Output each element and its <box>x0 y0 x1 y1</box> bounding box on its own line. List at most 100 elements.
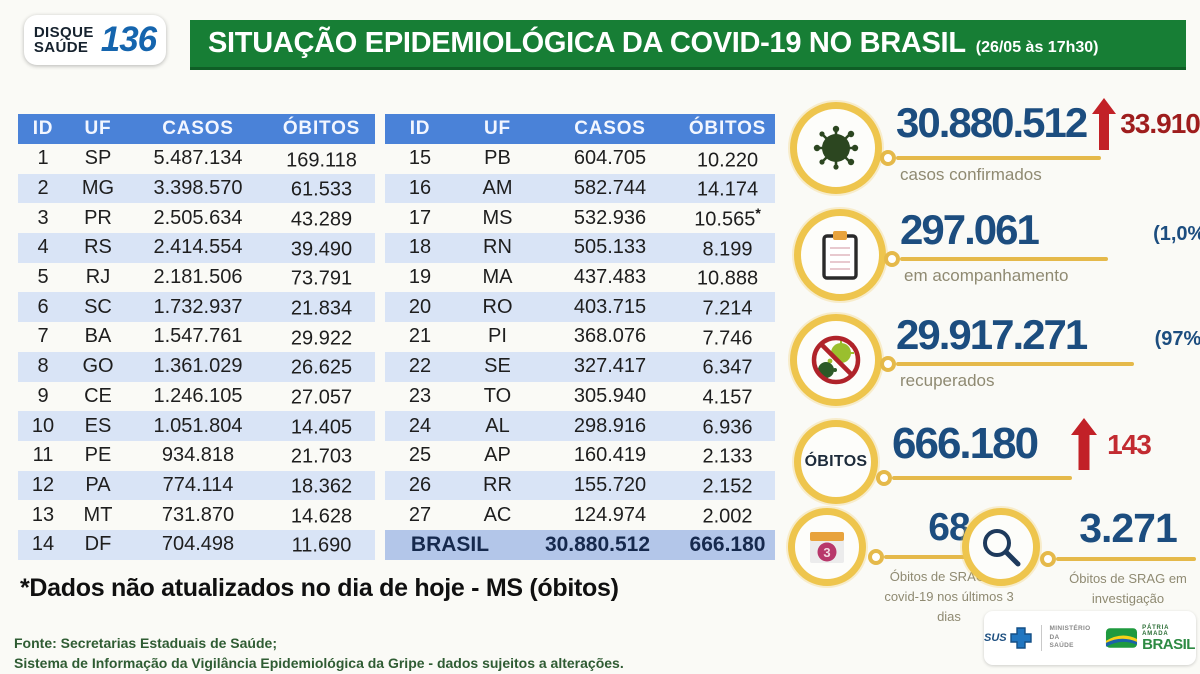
cell-id: 14 <box>31 533 55 556</box>
cell-casos: 1.361.029 <box>153 355 243 378</box>
calendar-day-number: 3 <box>823 545 830 560</box>
cell-uf: RO <box>482 295 513 318</box>
cell-casos: 582.744 <box>573 177 647 200</box>
cell-casos: 305.940 <box>573 384 647 407</box>
table-row: 21 PI 368.076 7.746 <box>385 322 775 352</box>
cell-obitos: 10.888 <box>696 267 759 290</box>
cell-casos: 368.076 <box>573 325 647 348</box>
cell-uf: AM <box>482 177 513 200</box>
recovered-value: 29.917.271 <box>896 311 1088 358</box>
title-banner: SITUAÇÃO EPIDEMIOLÓGICA DA COVID-19 NO B… <box>190 20 1186 70</box>
obitos-badge-icon: ÓBITOS <box>794 420 878 504</box>
total-label: BRASIL <box>410 532 490 556</box>
logo-line1: DISQUE <box>33 23 94 41</box>
cell-uf: PR <box>84 206 112 229</box>
cell-id: 22 <box>408 355 432 378</box>
cell-uf: AC <box>483 503 512 526</box>
cell-obitos: 169.118 <box>286 149 357 172</box>
cell-id: 1 <box>37 147 49 170</box>
calendar-icon-svg: 3 <box>810 532 844 563</box>
footnote-text: *Dados não atualizados no dia de hoje - … <box>20 574 619 602</box>
stat-confirmed-cases: 30.880.512 33.910 casos confirmados <box>790 98 1200 194</box>
source-line2: Sistema de Informação da Vigilância Epid… <box>14 655 624 672</box>
cell-id: 18 <box>408 236 432 259</box>
cell-obitos: 10.565* <box>694 204 761 231</box>
disque-saude-logo: DISQUE SAÚDE 136 <box>24 15 166 65</box>
cell-id: 15 <box>408 147 432 170</box>
logo-line2: SAÚDE <box>33 39 89 56</box>
cell-uf: AP <box>484 444 511 467</box>
table-row: 18 RN 505.133 8.199 <box>385 233 775 263</box>
cell-obitos: 26.625 <box>290 356 353 379</box>
cell-id: 20 <box>408 295 432 318</box>
cell-obitos: 10.220 <box>696 149 759 172</box>
cell-uf: SE <box>484 355 511 378</box>
table-row: 25 AP 160.419 2.133 <box>385 441 775 471</box>
col-header-id: ID <box>409 118 431 139</box>
cell-obitos: 43.289 <box>290 208 353 231</box>
cell-casos: 505.133 <box>573 236 647 259</box>
deaths-badge-label: ÓBITOS <box>804 453 868 470</box>
col-header-uf: UF <box>484 118 511 139</box>
table-row: 10 ES 1.051.804 14.405 <box>18 411 375 441</box>
ministry-of-health-label: MINISTÉRIO DA SAÚDE <box>1049 625 1091 650</box>
cell-uf: TO <box>483 384 512 407</box>
cell-uf: PB <box>484 147 511 170</box>
total-obitos: 666.180 <box>689 532 766 556</box>
cell-casos: 155.720 <box>573 473 647 496</box>
cell-id: 13 <box>31 503 55 526</box>
cell-casos: 704.498 <box>161 533 235 556</box>
cell-id: 25 <box>408 444 432 467</box>
government-logos-card: SUS MINISTÉRIO DA SAÚDE PÁTRIA AMADA BRA… <box>984 611 1196 665</box>
sus-cross-icon <box>1009 627 1032 649</box>
table-row: 5 RJ 2.181.506 73.791 <box>18 263 375 293</box>
calendar-icon: 3 <box>788 508 866 586</box>
cell-obitos: 11.690 <box>291 535 352 558</box>
up-arrow-icon <box>1092 98 1117 150</box>
cell-obitos: 7.746 <box>702 327 753 350</box>
cell-obitos: 61.533 <box>290 178 353 201</box>
monitoring-percent: (1,0%) <box>1153 223 1200 245</box>
cell-obitos: 14.405 <box>290 416 353 439</box>
col-header-obitos: ÓBITOS <box>282 118 361 139</box>
cell-uf: PA <box>85 473 111 496</box>
gold-underline <box>884 251 1108 267</box>
col-header-uf: UF <box>84 118 112 139</box>
cell-obitos: 6.347 <box>702 356 753 379</box>
states-table-left: ID UF CASOS ÓBITOS 1 SP 5.487.134 169.11… <box>18 114 375 560</box>
virus-icon-svg <box>813 125 859 170</box>
gold-underline <box>868 549 1012 565</box>
cell-casos: 532.936 <box>573 206 647 229</box>
cell-obitos: 39.490 <box>290 238 353 261</box>
cell-uf: ES <box>84 414 112 437</box>
gold-underline <box>1040 551 1196 567</box>
brasil-government-logo: PÁTRIA AMADA BRASIL <box>1105 625 1196 652</box>
confirmed-label: casos confirmados <box>900 165 1042 184</box>
table-row: 3 PR 2.505.634 43.289 <box>18 203 375 233</box>
magnifier-icon <box>962 508 1040 586</box>
cell-id: 4 <box>37 236 49 259</box>
cell-id: 11 <box>32 444 54 467</box>
stat-srag-investigation: 3.271 Óbitos de SRAG em investigação <box>962 508 1200 609</box>
confirmed-delta: 33.910 <box>1120 108 1200 139</box>
magnifier-icon-svg <box>983 529 1021 567</box>
recovered-percent: (97%) <box>1154 328 1200 350</box>
cell-id: 12 <box>31 473 55 496</box>
source-footer: Fonte: Secretarias Estaduais de Saúde; S… <box>14 633 624 674</box>
clipboard-icon <box>794 209 886 301</box>
cell-obitos: 8.199 <box>702 238 753 261</box>
cell-id: 10 <box>31 414 55 437</box>
stat-deaths: ÓBITOS 666.180 143 <box>794 418 1200 504</box>
table-row: 11 PE 934.818 21.703 <box>18 441 375 471</box>
table-left-body: 1 SP 5.487.134 169.118 2 MG 3.398.570 61… <box>18 144 375 560</box>
cell-id: 6 <box>37 295 49 318</box>
table-row: 4 RS 2.414.554 39.490 <box>18 233 375 263</box>
cell-uf: RR <box>483 473 512 496</box>
cell-uf: MT <box>83 503 113 526</box>
table-row: 15 PB 604.705 10.220 <box>385 144 775 174</box>
cell-uf: AL <box>485 414 510 437</box>
cell-uf: PE <box>84 444 112 467</box>
cell-obitos: 2.133 <box>702 446 753 469</box>
stat-monitoring: 297.061 (1,0%) em acompanhamento <box>794 209 1200 301</box>
cell-uf: GO <box>82 355 114 378</box>
